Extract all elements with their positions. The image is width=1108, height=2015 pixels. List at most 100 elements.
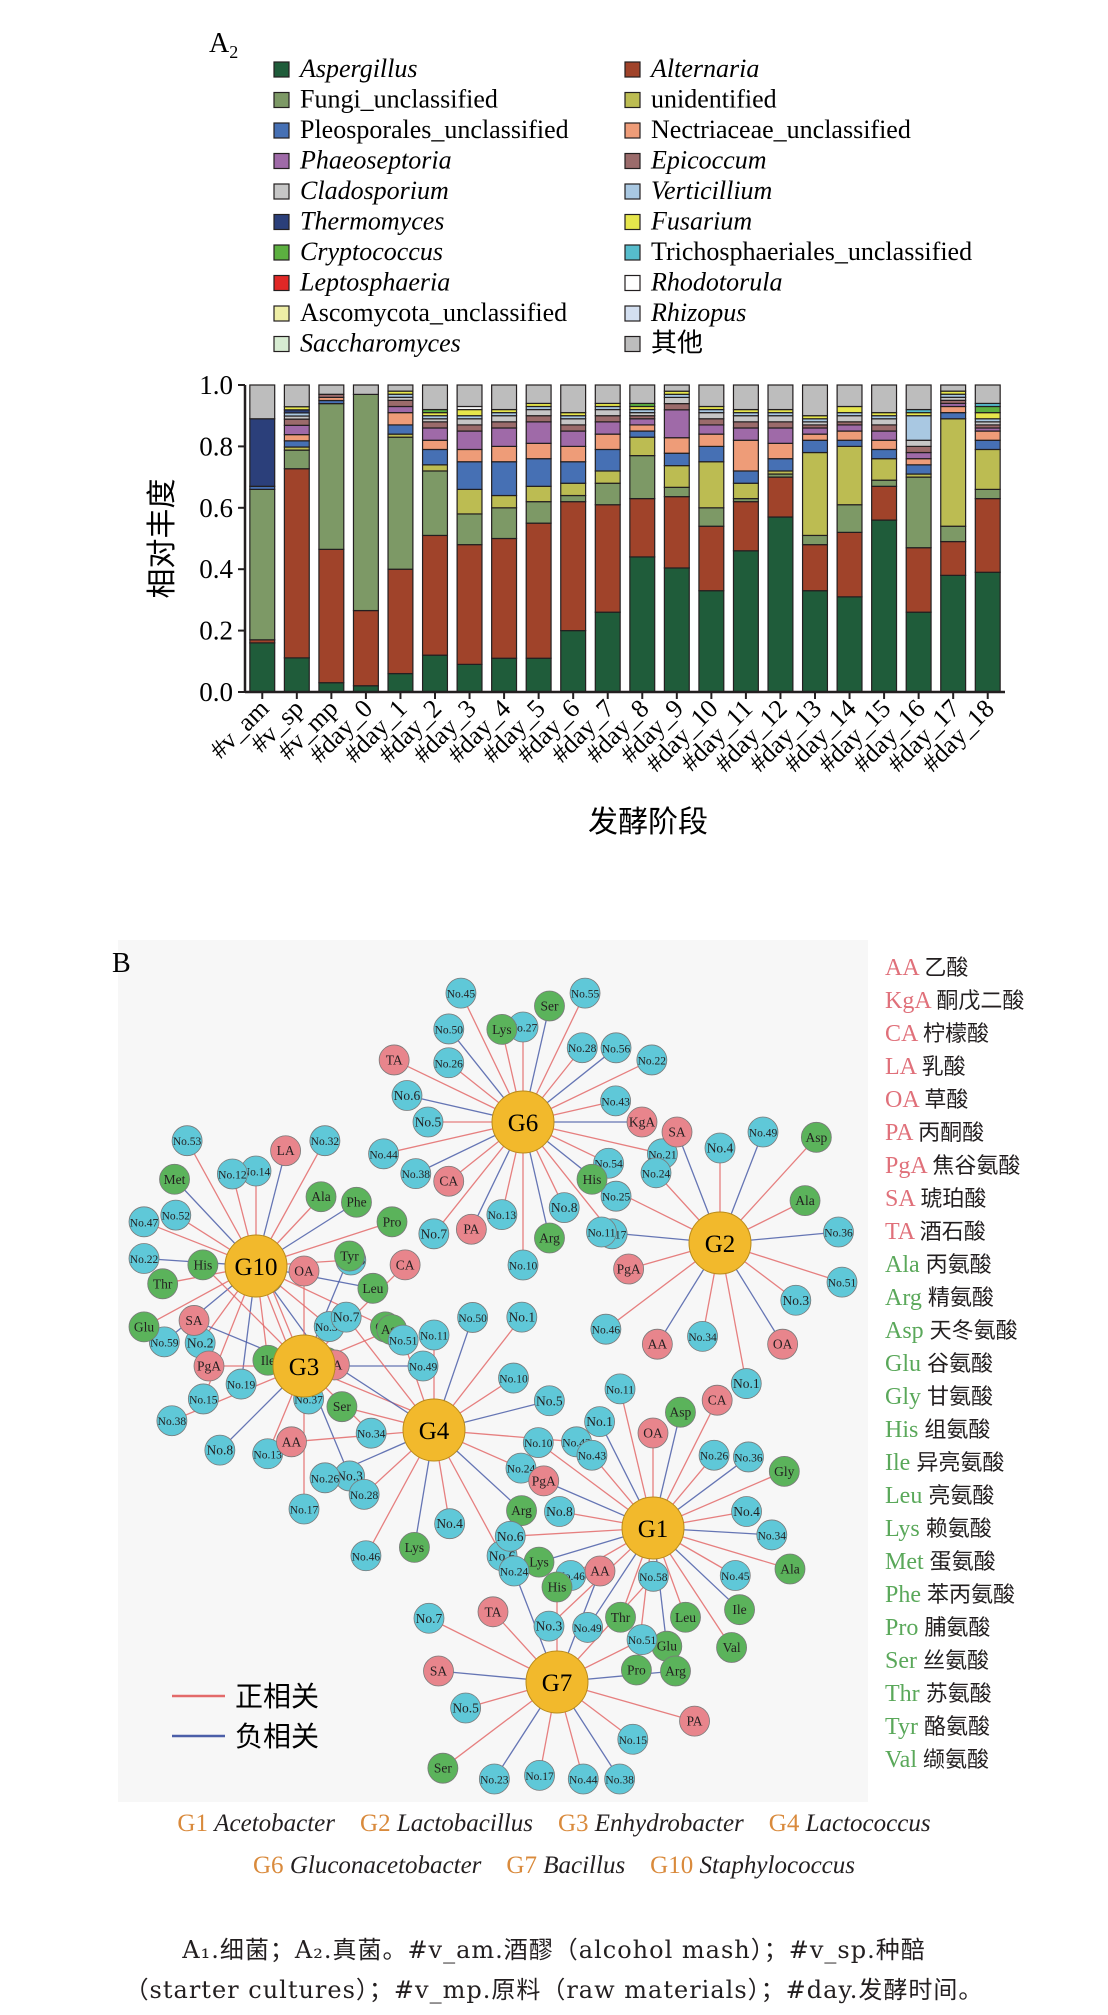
node-asp [800,1121,832,1153]
genus-code-g6: G6 [253,1852,290,1879]
node-label: Tyr [340,1249,359,1264]
node-label: No.10 [524,1438,553,1450]
bar-segment-nectriaceae-unclassified-day-7 [594,433,621,451]
bar-segment-fungi-unclassified-day-9 [663,486,690,498]
bar-segment-pleosporales-unclassified-day-15 [871,448,898,460]
node-pro [376,1206,408,1238]
node-label: TA [386,1052,403,1067]
node-label: No.3 [336,1468,363,1483]
node-no-36 [823,1216,854,1248]
bar-segment--day-6 [560,384,587,414]
node-no-45 [445,977,477,1009]
node-no-43 [600,1085,632,1117]
bar-segment-fungi-unclassified-day-3 [456,513,483,546]
node-pa [455,1213,487,1245]
bar-segment-alternaria-v-mp [318,548,345,684]
bar-segment-alternaria-day-13 [801,544,829,592]
bar-segment-aspergillus-day-5 [525,657,552,693]
node-no-6 [494,1520,526,1552]
node-label: No.26 [435,1058,464,1070]
bar-segment-alternaria-v-sp [283,468,310,659]
legend-swatch-nectriaceae-unclassified [624,122,641,139]
node-label: No.59 [150,1337,179,1349]
bar-segment-phaeoseptoria-day-14 [836,424,863,432]
genus-caption-line-2: G6 Gluconacetobacter G7 Bacillus G10 Sta… [0,1852,1108,1880]
bar-segment-fungi-unclassified-day-0 [352,393,379,612]
bar-segment-fusarium-day-3 [456,408,483,417]
legend-swatch-epicoccum [624,152,641,170]
node-label: No.47 [130,1217,159,1229]
bar-segment-nectriaceae-unclassified-v-sp [283,434,310,442]
bar-segment-fusarium-day-14 [836,405,863,414]
node-label: LA [277,1143,295,1158]
node-ser [326,1391,358,1423]
node-label: OA [643,1426,663,1441]
bar-segment-aspergillus-day-4 [491,657,518,693]
node-label: No.26 [700,1451,729,1463]
node-no-15 [617,1723,649,1755]
node-label: PA [687,1714,703,1729]
bar-segment-nectriaceae-unclassified-day-9 [663,437,690,454]
genus-code-g2: G2 [335,1810,397,1837]
bar-segment-fungi-unclassified-day-15 [871,479,898,487]
node-no-36 [733,1441,764,1473]
node-label: Thr [611,1610,631,1625]
bar-segment-unidentified-day-13 [801,451,829,537]
bar-segment-fungi-unclassified-day-16 [905,476,932,549]
node-label: Lys [529,1555,549,1570]
node-no-3 [533,1610,565,1642]
node-no-8 [548,1192,580,1223]
node-label: No.46 [352,1551,381,1563]
node-label: CA [439,1174,458,1189]
x-axis-label: 发酵阶段 [588,805,708,840]
bar-segment-epicoccum-day-9 [663,403,690,411]
bar-segment-nectriaceae-unclassified-day-5 [525,442,552,460]
node-label: No.32 [311,1136,340,1148]
bar-segment-fungi-unclassified-day-13 [801,534,829,546]
bar-segment-aspergillus-day-15 [871,519,898,693]
node-label: PA [463,1222,479,1237]
legend-swatch-pleosporales-unclassified [273,122,290,139]
bar-segment-nectriaceae-unclassified-day-6 [560,445,587,463]
bar-segment-aspergillus-day-7 [594,611,621,693]
bar-segment--day-7 [594,384,621,405]
node-label: No.8 [207,1443,234,1458]
hub-label: G4 [419,1418,450,1445]
node-no-7 [418,1218,450,1250]
node-no-10 [522,1427,554,1459]
bar-segment-pleosporales-unclassified-day-5 [525,458,552,487]
bar-segment-epicoccum-day-2 [421,421,449,429]
node-ala [774,1553,806,1585]
bar-segment-fungi-unclassified-v-sp [283,449,310,470]
node-no-26 [698,1439,730,1471]
node-label: No.13 [488,1210,517,1222]
bar-segment-unidentified-day-4 [491,494,518,509]
node-label: No.49 [749,1128,778,1140]
node-no-28 [566,1032,598,1064]
bar-segment-alternaria-day-4 [491,537,518,659]
bar-segment-nectriaceae-unclassified-day-10 [698,433,725,447]
node-no-50 [433,1013,465,1045]
bar-segment--day-5 [525,384,552,405]
bar-segment-nectriaceae-unclassified-day-15 [871,439,898,451]
legend-swatch-thermomyces [273,213,290,231]
bar-segment-fungi-unclassified-day-5 [525,501,552,524]
node-label: Asp [670,1405,692,1420]
node-label: No.11 [606,1384,634,1396]
node-no-51 [826,1266,858,1298]
node-label: Met [164,1172,186,1187]
abbreviation-legend: AA 乙酸 KgA 酮戊二酸 CA 柠檬酸 LA 乳酸 OA 草酸 PA 丙酮酸 PgA 焦… [885,955,1024,1773]
hub-label: G2 [705,1231,736,1258]
node-label: No.46 [592,1325,621,1337]
bar-segment-aspergillus-v-am [249,642,276,693]
hub-node-g1 [621,1496,685,1560]
node-no-1 [730,1368,762,1399]
bar-segment-alternaria-day-18 [974,497,1001,573]
legend-swatch-cryptococcus [273,244,290,261]
abbrev-ta: TA 酒石酸 [885,1219,986,1245]
bar-segment--day-4 [491,384,518,411]
hub-node-g6 [491,1090,555,1154]
legend-label-phaeoseptoria: Phaeoseptoria [299,146,452,175]
bar-segment-pleosporales-unclassified-v-sp [283,440,310,448]
y-tick-label: 0.8 [199,431,233,461]
